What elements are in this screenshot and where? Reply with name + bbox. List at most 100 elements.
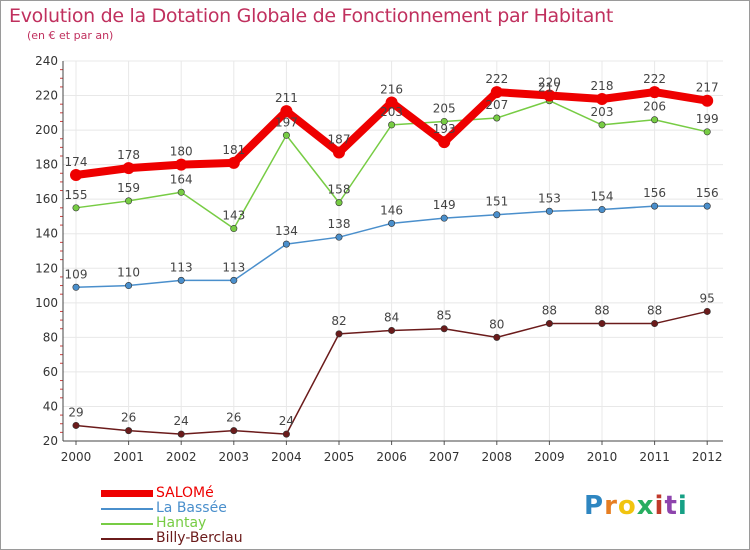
data-point-billy-berclau xyxy=(230,427,238,435)
y-tick-label: 80 xyxy=(43,330,58,344)
legend-label-hantay: Hantay xyxy=(156,515,207,531)
data-point-billy-berclau xyxy=(598,320,606,328)
data-point-la-bass-e xyxy=(230,276,238,284)
data-label-salom-: 222 xyxy=(485,72,508,86)
data-point-hantay xyxy=(598,121,606,129)
data-label-la-bass-e: 110 xyxy=(117,266,140,280)
data-point-hantay xyxy=(72,204,80,212)
data-point-billy-berclau xyxy=(335,330,343,338)
data-label-hantay: 197 xyxy=(275,115,298,129)
data-label-billy-berclau: 24 xyxy=(174,414,189,428)
data-point-la-bass-e xyxy=(598,206,606,214)
data-point-hantay xyxy=(493,114,501,122)
data-label-billy-berclau: 26 xyxy=(121,411,136,425)
data-label-hantay: 199 xyxy=(696,112,719,126)
data-point-la-bass-e xyxy=(125,282,133,290)
logo-letter: t xyxy=(664,491,678,521)
data-label-hantay: 159 xyxy=(117,181,140,195)
data-label-la-bass-e: 153 xyxy=(538,191,561,205)
x-tick-label: 2003 xyxy=(219,450,250,464)
x-tick-label: 2010 xyxy=(587,450,618,464)
x-tick-label: 2002 xyxy=(166,450,197,464)
data-point-billy-berclau xyxy=(440,325,448,333)
data-point-salom- xyxy=(333,146,345,159)
data-label-la-bass-e: 109 xyxy=(65,267,88,281)
data-point-billy-berclau xyxy=(282,430,290,438)
logo-letter: i xyxy=(654,491,665,521)
data-label-salom-: 211 xyxy=(275,91,298,105)
proxiti-logo: Proxiti xyxy=(584,491,688,521)
data-point-la-bass-e xyxy=(177,276,185,284)
x-tick-label: 2008 xyxy=(482,450,513,464)
data-point-la-bass-e xyxy=(72,283,80,291)
data-label-salom-: 174 xyxy=(65,155,88,169)
data-label-la-bass-e: 149 xyxy=(433,198,456,212)
y-tick-label: 100 xyxy=(35,296,58,310)
data-label-billy-berclau: 80 xyxy=(489,317,504,331)
data-point-la-bass-e xyxy=(493,211,501,219)
data-point-salom- xyxy=(596,93,608,105)
data-point-salom- xyxy=(438,136,451,149)
logo-letter: x xyxy=(636,491,655,521)
data-label-billy-berclau: 24 xyxy=(279,414,294,428)
logo-letter: r xyxy=(604,491,618,521)
data-label-salom-: 178 xyxy=(117,148,140,162)
data-label-la-bass-e: 154 xyxy=(591,190,614,204)
legend-label-salome: SALOMé xyxy=(156,485,214,501)
data-point-billy-berclau xyxy=(493,333,501,341)
y-tick-label: 180 xyxy=(35,158,58,172)
data-label-billy-berclau: 88 xyxy=(542,304,557,318)
data-point-salom- xyxy=(648,86,661,99)
chart-title: Evolution de la Dotation Globale de Fonc… xyxy=(9,5,614,27)
legend-swatch-salome xyxy=(101,490,153,497)
data-point-billy-berclau xyxy=(177,430,185,438)
data-point-hantay xyxy=(335,199,343,207)
data-point-salom- xyxy=(543,89,556,102)
data-point-billy-berclau xyxy=(651,320,659,328)
data-point-billy-berclau xyxy=(545,320,553,328)
data-label-salom-: 187 xyxy=(328,133,351,147)
x-tick-label: 2011 xyxy=(639,450,670,464)
data-label-salom-: 193 xyxy=(433,122,456,136)
chart-subtitle: (en € et par an) xyxy=(27,29,114,42)
x-tick-label: 2007 xyxy=(429,450,460,464)
data-point-hantay xyxy=(230,225,238,233)
data-label-billy-berclau: 82 xyxy=(331,314,346,328)
y-tick-label: 120 xyxy=(35,261,58,275)
data-point-billy-berclau xyxy=(388,326,396,334)
logo-letter: P xyxy=(584,491,605,521)
data-point-salom- xyxy=(490,86,503,99)
data-label-hantay: 155 xyxy=(65,188,88,202)
data-label-la-bass-e: 156 xyxy=(696,186,719,200)
y-tick-label: 220 xyxy=(35,89,58,103)
logo-letter: i xyxy=(677,491,688,521)
data-label-salom-: 180 xyxy=(170,145,193,159)
legend-swatch-la-bassee xyxy=(101,508,153,510)
data-point-salom- xyxy=(122,162,135,175)
y-tick-label: 240 xyxy=(35,54,58,68)
data-label-hantay: 205 xyxy=(433,101,456,115)
x-tick-label: 2001 xyxy=(113,450,144,464)
data-label-hantay: 206 xyxy=(643,100,666,114)
data-label-salom-: 216 xyxy=(380,82,403,96)
data-point-la-bass-e xyxy=(651,202,659,210)
x-tick-label: 2009 xyxy=(534,450,565,464)
data-label-billy-berclau: 26 xyxy=(226,411,241,425)
data-label-billy-berclau: 29 xyxy=(68,405,83,419)
data-point-hantay xyxy=(282,131,290,139)
data-label-la-bass-e: 156 xyxy=(643,186,666,200)
y-tick-label: 160 xyxy=(35,192,58,206)
y-tick-label: 60 xyxy=(43,365,58,379)
y-tick-label: 200 xyxy=(35,123,58,137)
y-tick-label: 20 xyxy=(43,434,58,448)
data-label-hantay: 217 xyxy=(538,81,561,95)
data-label-hantay: 143 xyxy=(222,209,245,223)
data-point-la-bass-e xyxy=(545,207,553,215)
logo-letter: o xyxy=(617,491,637,521)
data-point-billy-berclau xyxy=(703,307,711,315)
data-point-hantay xyxy=(125,197,133,205)
data-point-hantay xyxy=(651,116,659,124)
data-label-salom-: 218 xyxy=(591,79,614,93)
